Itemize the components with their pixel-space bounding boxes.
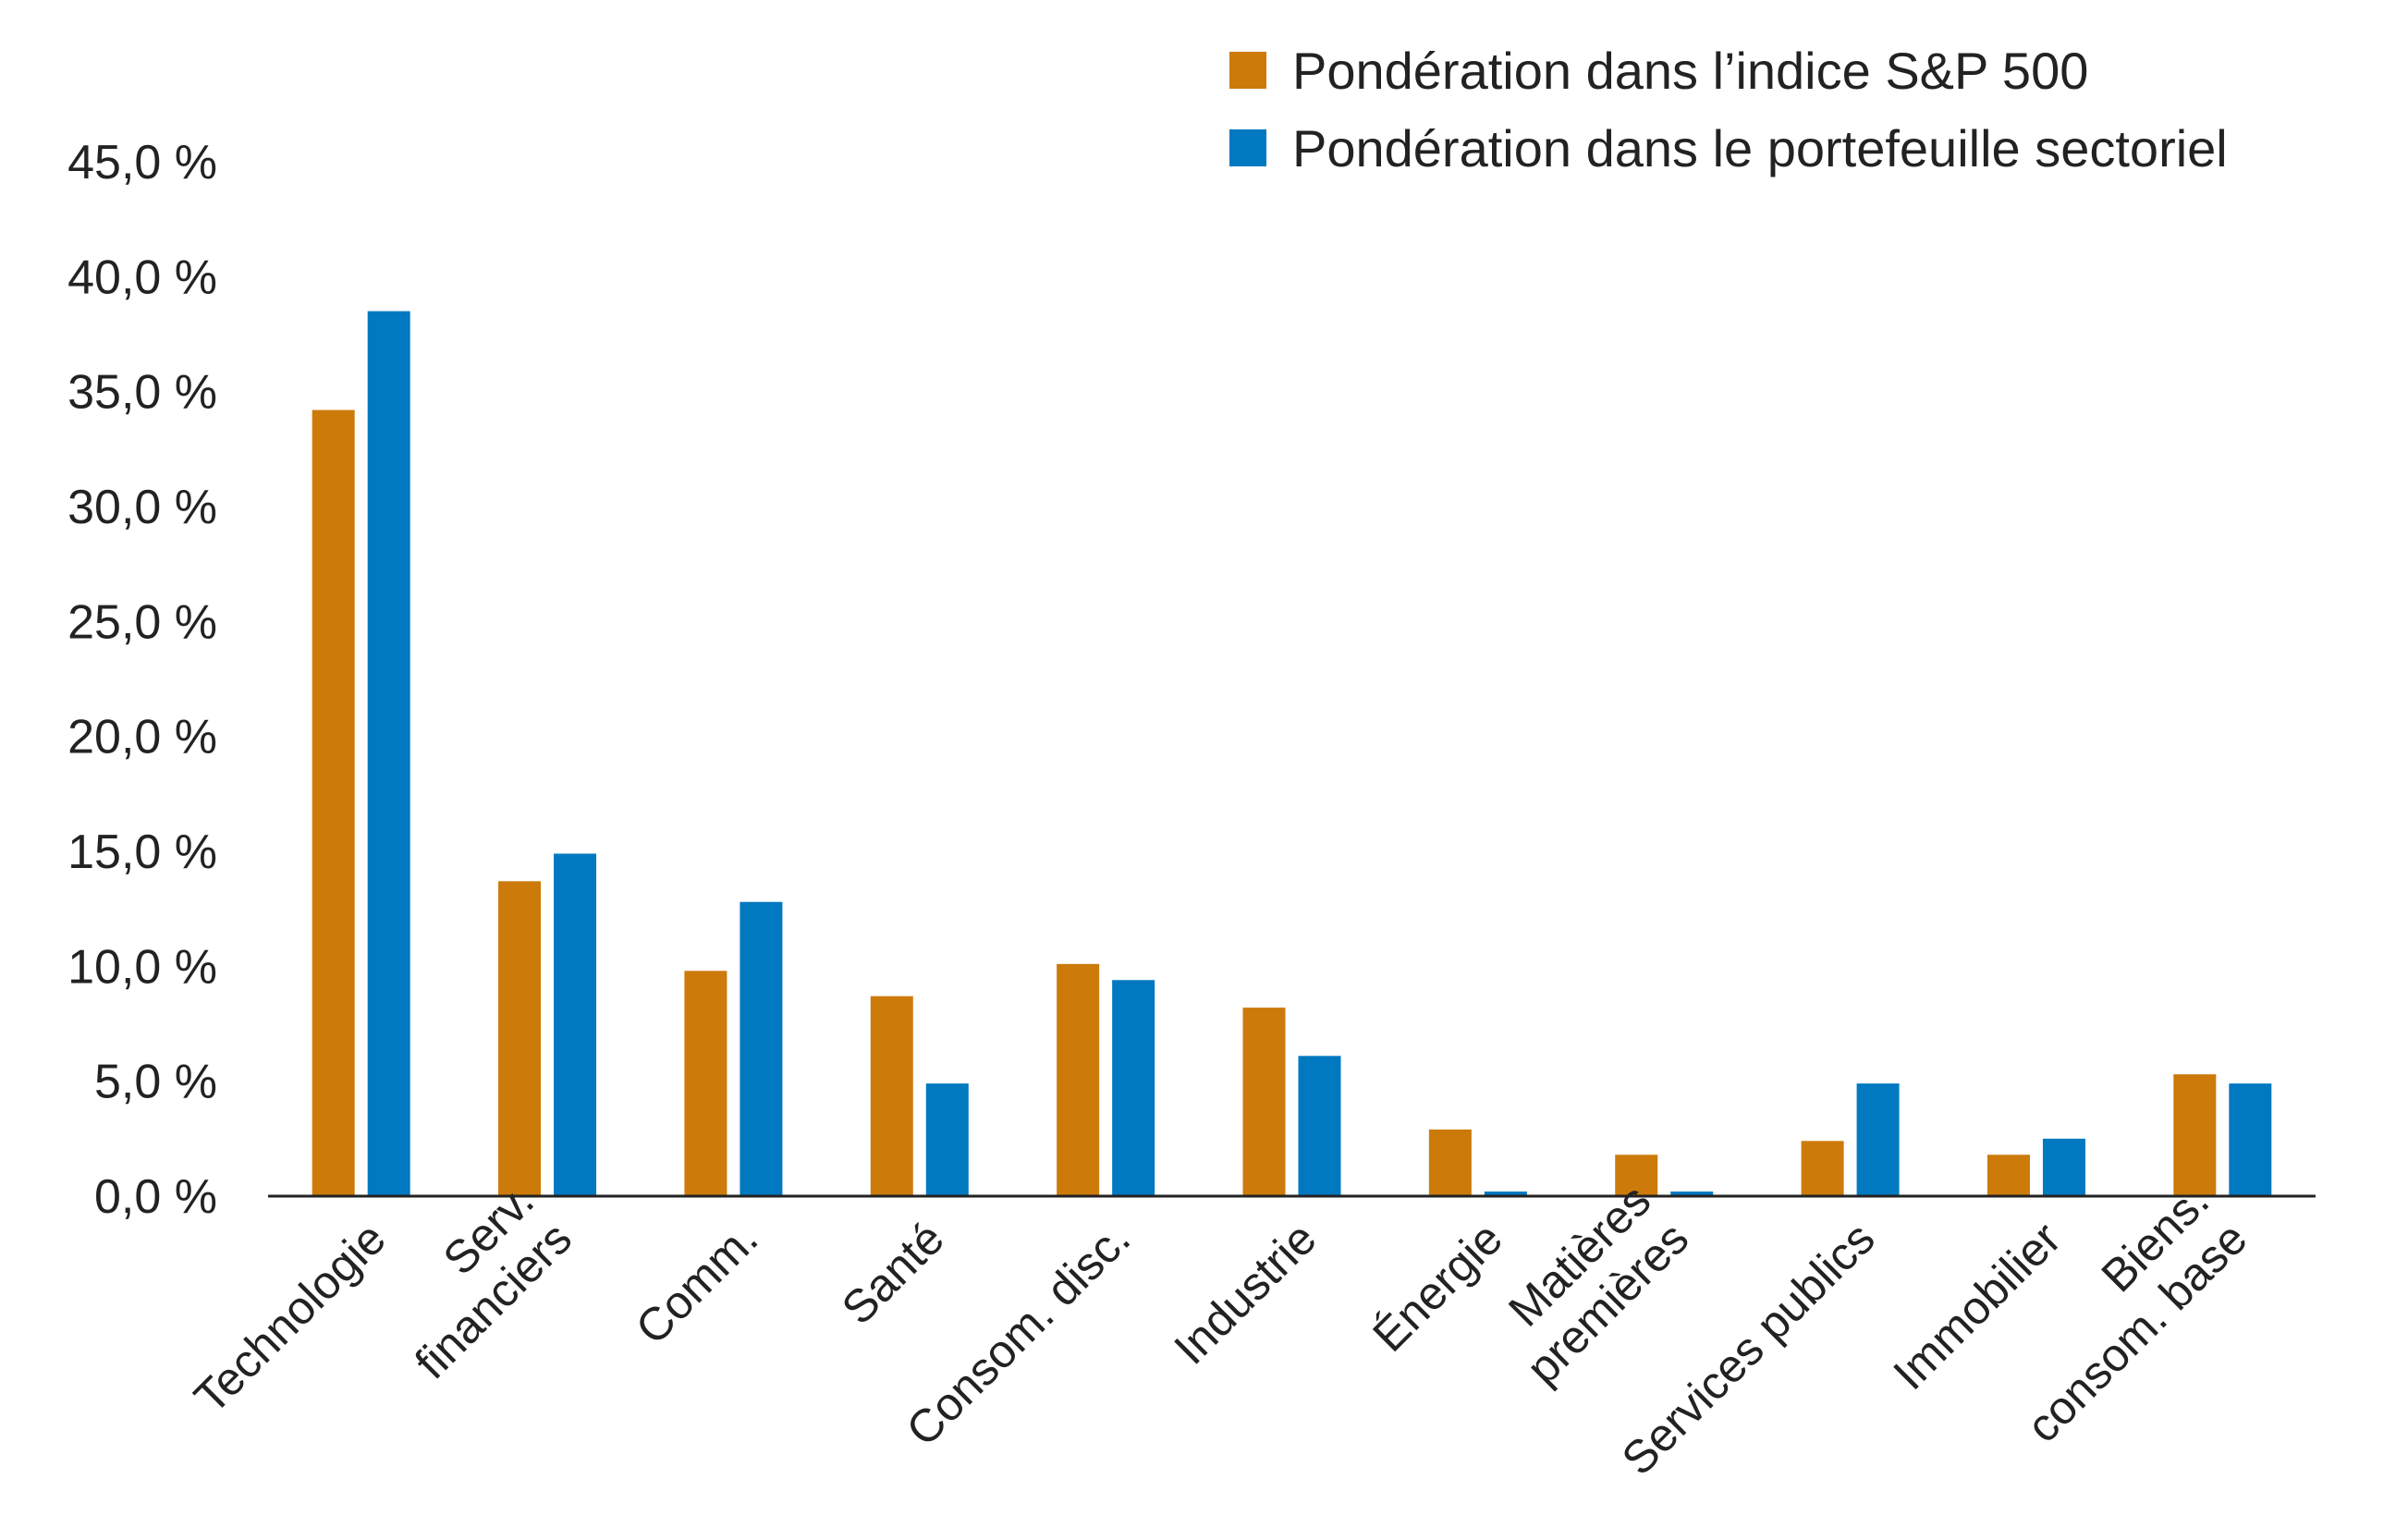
legend-swatch xyxy=(1229,129,1266,166)
bar-sp500 xyxy=(2173,1074,2217,1196)
legend-label: Pondération dans le portefeuille sectori… xyxy=(1292,119,2228,177)
x-tick-label: Technologie xyxy=(184,1212,395,1423)
x-tick-label: Immobilier xyxy=(1883,1212,2071,1399)
y-tick-label: 45,0 % xyxy=(67,136,217,189)
bar-portfolio xyxy=(367,311,410,1197)
x-tick-label: Industrie xyxy=(1164,1212,1326,1374)
y-tick-label: 40,0 % xyxy=(67,251,217,304)
y-tick-label: 5,0 % xyxy=(94,1056,217,1109)
x-tick-label: Serv.financiers xyxy=(405,1174,581,1388)
x-tick-label: Énergie xyxy=(1363,1212,1511,1361)
bar-portfolio xyxy=(1484,1192,1527,1196)
bar-portfolio xyxy=(2229,1083,2272,1196)
bars xyxy=(312,311,2272,1197)
y-tick-label: 15,0 % xyxy=(67,825,217,879)
x-tick-label-line: Industrie xyxy=(1164,1212,1326,1374)
x-tick-label-line: Comm. xyxy=(626,1212,768,1354)
bar-portfolio xyxy=(554,853,597,1196)
bar-sp500 xyxy=(870,996,913,1196)
x-tick-label-line: Technologie xyxy=(184,1212,395,1423)
bar-portfolio xyxy=(1856,1083,1900,1196)
legend-label: Pondération dans l’indice S&P 500 xyxy=(1292,42,2088,100)
bar-sp500 xyxy=(1242,1008,1286,1196)
x-axis: Technologie Serv.financiers Comm. SantéCons… xyxy=(184,1174,2256,1485)
y-tick-label: 10,0 % xyxy=(67,940,217,994)
bar-portfolio xyxy=(2042,1138,2085,1196)
y-tick-label: 25,0 % xyxy=(67,595,217,649)
x-tick-label-line: Énergie xyxy=(1363,1212,1511,1361)
bar-sp500 xyxy=(684,971,727,1196)
bar-portfolio xyxy=(1670,1192,1714,1196)
x-tick-label: Santé xyxy=(832,1212,954,1334)
bar-sp500 xyxy=(1801,1141,1844,1196)
bar-sp500 xyxy=(312,409,355,1196)
x-tick-label: Comm. xyxy=(626,1212,768,1354)
legend: Pondération dans l’indice S&P 500 Pondéra… xyxy=(1229,42,2228,177)
y-axis: 0,0 % 5,0 % 10,0 % 15,0 % 20,0 % 25,0 % 30,0 %… xyxy=(67,136,217,1224)
y-tick-label: 0,0 % xyxy=(94,1170,217,1224)
bar-portfolio xyxy=(740,901,783,1196)
bar-portfolio xyxy=(925,1083,969,1196)
y-tick-label: 20,0 % xyxy=(67,711,217,764)
bar-portfolio xyxy=(1112,980,1155,1196)
x-tick-label-line: Santé xyxy=(832,1212,954,1334)
y-tick-label: 35,0 % xyxy=(67,366,217,420)
legend-swatch xyxy=(1229,52,1266,89)
bar-sp500 xyxy=(1057,963,1100,1196)
bar-sp500 xyxy=(1615,1155,1658,1196)
x-tick-label: Biens.consom. base xyxy=(2017,1174,2257,1452)
bar-sp500 xyxy=(1428,1129,1472,1196)
bar-sp500 xyxy=(1986,1155,2030,1196)
bar-portfolio xyxy=(1298,1056,1341,1196)
bar-sp500 xyxy=(498,881,542,1196)
y-tick-label: 30,0 % xyxy=(67,481,217,534)
x-tick-label-line: Immobilier xyxy=(1883,1212,2071,1399)
